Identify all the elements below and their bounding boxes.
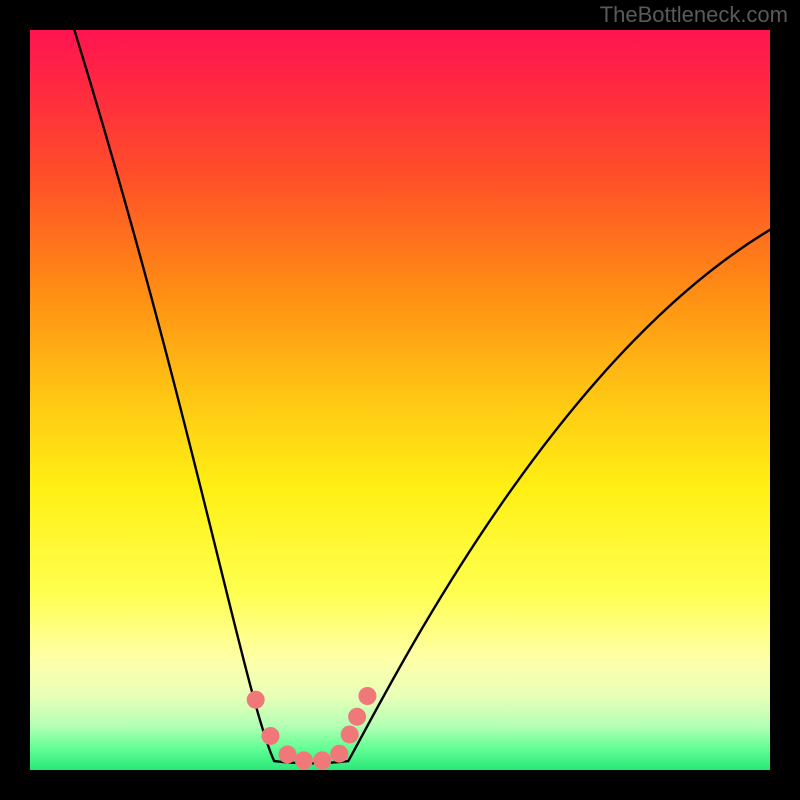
bottleneck-curve [74, 30, 770, 763]
curve-marker [295, 751, 313, 769]
curve-marker [247, 691, 265, 709]
curve-marker [330, 745, 348, 763]
watermark-text: TheBottleneck.com [600, 2, 788, 28]
curve-marker [313, 751, 331, 769]
curve-marker [262, 727, 280, 745]
curve-marker [348, 708, 366, 726]
curve-marker [358, 687, 376, 705]
curve-marker [341, 725, 359, 743]
curve-marker [279, 745, 297, 763]
bottleneck-curve-layer [0, 0, 800, 800]
chart-container: TheBottleneck.com [0, 0, 800, 800]
